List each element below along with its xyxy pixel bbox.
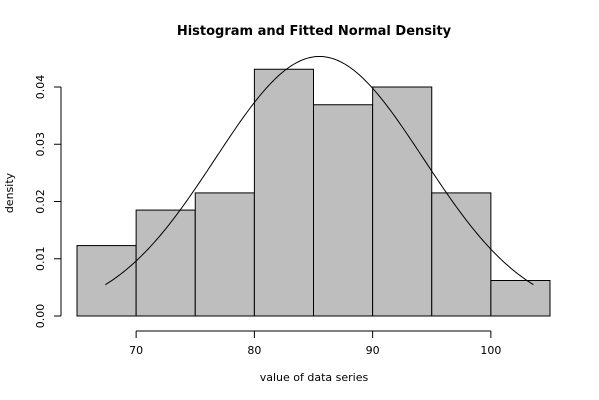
y-axis: 0.00 0.01 0.02 0.03 0.04 <box>34 75 62 329</box>
histogram-bar-1 <box>135 209 196 317</box>
x-tick-label-3: 100 <box>480 344 501 357</box>
histogram-bar-2 <box>194 192 255 317</box>
histogram-bar-6 <box>431 192 492 317</box>
x-axis: 70 80 90 100 <box>129 330 501 357</box>
y-axis-label: density <box>3 172 16 213</box>
bars-group <box>76 68 551 317</box>
histogram-bar-3 <box>253 68 314 317</box>
x-tick-label-1: 80 <box>247 344 261 357</box>
y-tick-label-2: 0.02 <box>34 189 47 214</box>
histogram-bar-0 <box>76 245 137 317</box>
x-tick-label-0: 70 <box>129 344 143 357</box>
x-axis-label: value of data series <box>260 371 369 384</box>
y-tick-label-1: 0.01 <box>34 247 47 272</box>
histogram-bar-7 <box>490 280 551 317</box>
chart-title: Histogram and Fitted Normal Density <box>177 24 452 39</box>
y-tick-label-3: 0.03 <box>34 132 47 157</box>
histogram-bar-5 <box>372 86 433 317</box>
fitted-normal-curve <box>105 55 534 286</box>
x-tick-label-2: 90 <box>366 344 380 357</box>
y-tick-label-4: 0.04 <box>34 75 47 100</box>
histogram-bar-4 <box>313 104 374 317</box>
y-tick-label-0: 0.00 <box>34 304 47 329</box>
